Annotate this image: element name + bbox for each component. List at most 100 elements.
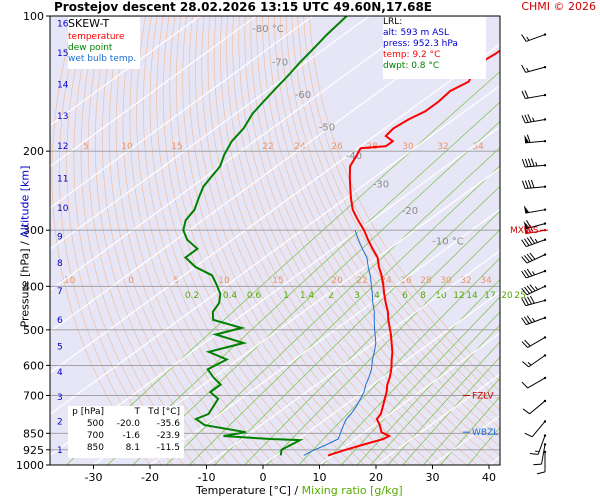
- mixing-ratio-label: 6: [402, 291, 408, 301]
- dry-adiabat-line: [175, 15, 354, 466]
- table-cell: -20.0: [116, 419, 140, 429]
- mixing-ratio-line: [165, 147, 501, 466]
- isotherm-label: -10 °C: [432, 237, 464, 248]
- wind-barb-flag: [529, 284, 536, 292]
- altitude-tick-label: 2: [57, 417, 63, 427]
- dry-adiabat-line: [238, 15, 467, 466]
- theta-label: 15: [272, 276, 283, 286]
- wind-barb: [524, 134, 547, 144]
- wind-barb-flag: [524, 339, 531, 347]
- dry-adiabat-line: [226, 15, 445, 466]
- isotherm-line: [49, 43, 501, 374]
- mixing-ratio-label: 0.4: [223, 291, 238, 301]
- theta-label: 0: [128, 276, 134, 286]
- wind-barb-base: [543, 185, 547, 188]
- wind-barb-flag: [521, 115, 526, 124]
- isotherm-label: -50: [319, 122, 335, 133]
- wind-barb-flag: [526, 220, 531, 228]
- dry-adiabat-line: [268, 15, 501, 447]
- wind-barb-flag: [524, 180, 529, 189]
- wind-barb-staff: [526, 285, 546, 296]
- theta-label: 32: [460, 276, 471, 286]
- axis-ticks: -30 -20 -10 0 10 20 30 401002003004005006007008…: [16, 10, 496, 484]
- chart-title: Prostejov descent 28.02.2026 13:15 UTC 4…: [54, 0, 433, 14]
- wind-barb: [523, 224, 547, 235]
- theta-label: 5: [83, 142, 89, 152]
- dry-adiabats: 5101522242628303234-10051015202224262830…: [51, 15, 501, 466]
- wind-barb-flag: [521, 34, 527, 42]
- isotherm-line: [262, 291, 501, 466]
- isotherm-label: -60: [295, 90, 311, 101]
- wind-barb-flag: [526, 225, 531, 234]
- wind-barb-flag: [529, 224, 534, 233]
- legend-item-temperature: temperature: [68, 32, 125, 42]
- wind-barb-staff: [526, 34, 546, 42]
- isotherm-line: [49, 15, 314, 209]
- wind-barb-flag: [524, 158, 529, 167]
- mixing-ratio-label: 20: [501, 291, 513, 301]
- theta-label: 34: [480, 276, 492, 286]
- level-marker-label: WBZL: [472, 428, 498, 438]
- altitude-tick-label: 13: [57, 112, 68, 122]
- theta-label: 10: [218, 276, 230, 286]
- altitude-tick-label: 9: [57, 233, 63, 243]
- wind-barb-staff: [525, 66, 546, 73]
- altitude-tick-label: 14: [57, 80, 69, 90]
- theta-label: 10: [121, 142, 133, 152]
- altitude-tick-label: 11: [57, 174, 68, 184]
- wind-barb-half-flag: [531, 271, 536, 276]
- wind-barb-staff: [526, 254, 546, 264]
- wind-barb-flag: [522, 408, 530, 415]
- mixing-ratio-label: 1.4: [300, 291, 315, 301]
- theta-label: 26: [331, 142, 343, 152]
- x-tick-label: -10: [198, 471, 216, 484]
- mixing-ratio-line: [440, 396, 501, 466]
- wind-barb-base: [543, 164, 547, 167]
- wind-barb-flag: [521, 341, 529, 348]
- pressure-tick-label: 100: [23, 10, 44, 23]
- series-line-wet-bulb-temp: [303, 230, 377, 456]
- theta-label: 32: [437, 142, 448, 152]
- wind-barb-flag: [521, 64, 527, 73]
- wind-barb-staff: [531, 421, 546, 438]
- wind-barb-base: [543, 420, 547, 423]
- wind-barb-flag: [521, 288, 528, 296]
- table-row: 850 8.1 -11.5: [68, 442, 184, 454]
- wind-barb-flag: [521, 270, 527, 279]
- wind-barb: [521, 114, 547, 124]
- wind-barb-staff: [528, 354, 546, 368]
- wind-barb: [523, 205, 547, 214]
- theta-label: 28: [420, 276, 432, 286]
- mixing-ratio-line: [402, 356, 501, 466]
- pressure-tick-label: 700: [23, 389, 44, 402]
- y-axis-label-pressure: Pressure [hPa]: [18, 248, 32, 328]
- wind-barb-flag: [522, 361, 529, 368]
- wind-barb-flag: [527, 296, 532, 305]
- wind-barb: [521, 64, 547, 73]
- wind-barb: [521, 33, 547, 42]
- theta-label: 24: [294, 142, 306, 152]
- x-axis-label: Temperature [°C] / Mixing ratio [g/kg]: [196, 484, 403, 497]
- wind-barb: [521, 284, 547, 296]
- copyright: CHMI © 2026: [521, 0, 596, 13]
- dry-adiabat-line: [262, 15, 501, 456]
- wind-barb-staff: [525, 299, 546, 307]
- mixing-ratio-label: 3: [354, 291, 360, 301]
- lrl-altitude: alt: 593 m ASL: [383, 28, 449, 38]
- wind-barb-base: [543, 336, 547, 339]
- lrl-title: LRL:: [383, 17, 403, 27]
- wind-barb-half-flag: [531, 317, 536, 322]
- wind-barb: [533, 443, 547, 466]
- lrl-dewpoint: dwpt: 0.8 °C: [383, 61, 440, 71]
- isotherm-label: -20: [402, 206, 418, 217]
- x-axis-label-separator: /: [294, 484, 299, 497]
- mixing-ratio-label: 12: [453, 291, 464, 301]
- isotherm-line: [319, 332, 501, 466]
- wind-barb-flag: [526, 134, 531, 143]
- isotherm-line: [49, 15, 201, 126]
- table-header-cell: p [hPa]: [72, 407, 104, 417]
- altitude-tick-label: 6: [57, 316, 63, 326]
- wind-barb-base: [543, 443, 547, 446]
- isotherm-line: [149, 208, 501, 466]
